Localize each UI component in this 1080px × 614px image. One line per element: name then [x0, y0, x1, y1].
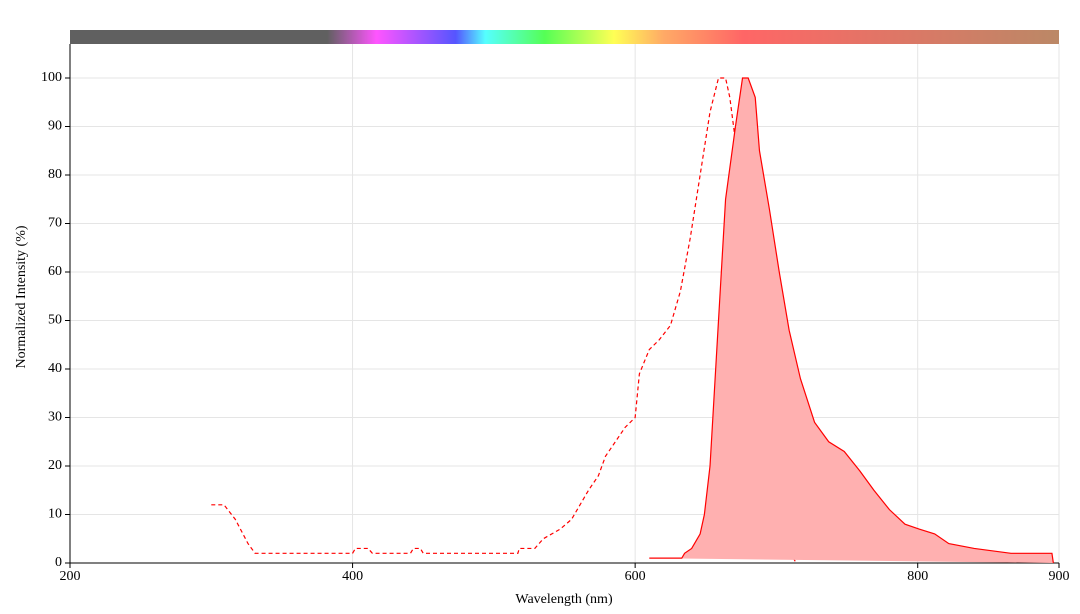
y-tick-label: 100	[41, 70, 62, 85]
y-tick-label: 70	[48, 216, 62, 231]
x-tick-label: 200	[60, 569, 81, 584]
line	[211, 77, 797, 564]
x-tick-label: 900	[1049, 569, 1070, 584]
y-tick-label: 60	[48, 264, 62, 279]
y-tick-label: 30	[48, 410, 62, 425]
spectrum-bar	[70, 30, 1059, 44]
y-tick-label: 80	[48, 167, 62, 182]
y-tick-label: 40	[48, 361, 62, 376]
y-tick-label: 10	[48, 507, 62, 522]
y-tick-label: 0	[55, 555, 62, 570]
area-line	[649, 77, 1054, 564]
x-tick-label: 600	[625, 569, 646, 584]
x-axis-label: Wavelength (nm)	[515, 592, 613, 607]
x-tick-label: 400	[342, 569, 363, 584]
y-tick-label: 90	[48, 119, 62, 134]
x-tick-label: 800	[907, 569, 928, 584]
y-axis-label: Normalized Intensity (%)	[14, 225, 29, 368]
y-tick-label: 50	[48, 313, 62, 328]
y-tick-label: 20	[48, 458, 62, 473]
